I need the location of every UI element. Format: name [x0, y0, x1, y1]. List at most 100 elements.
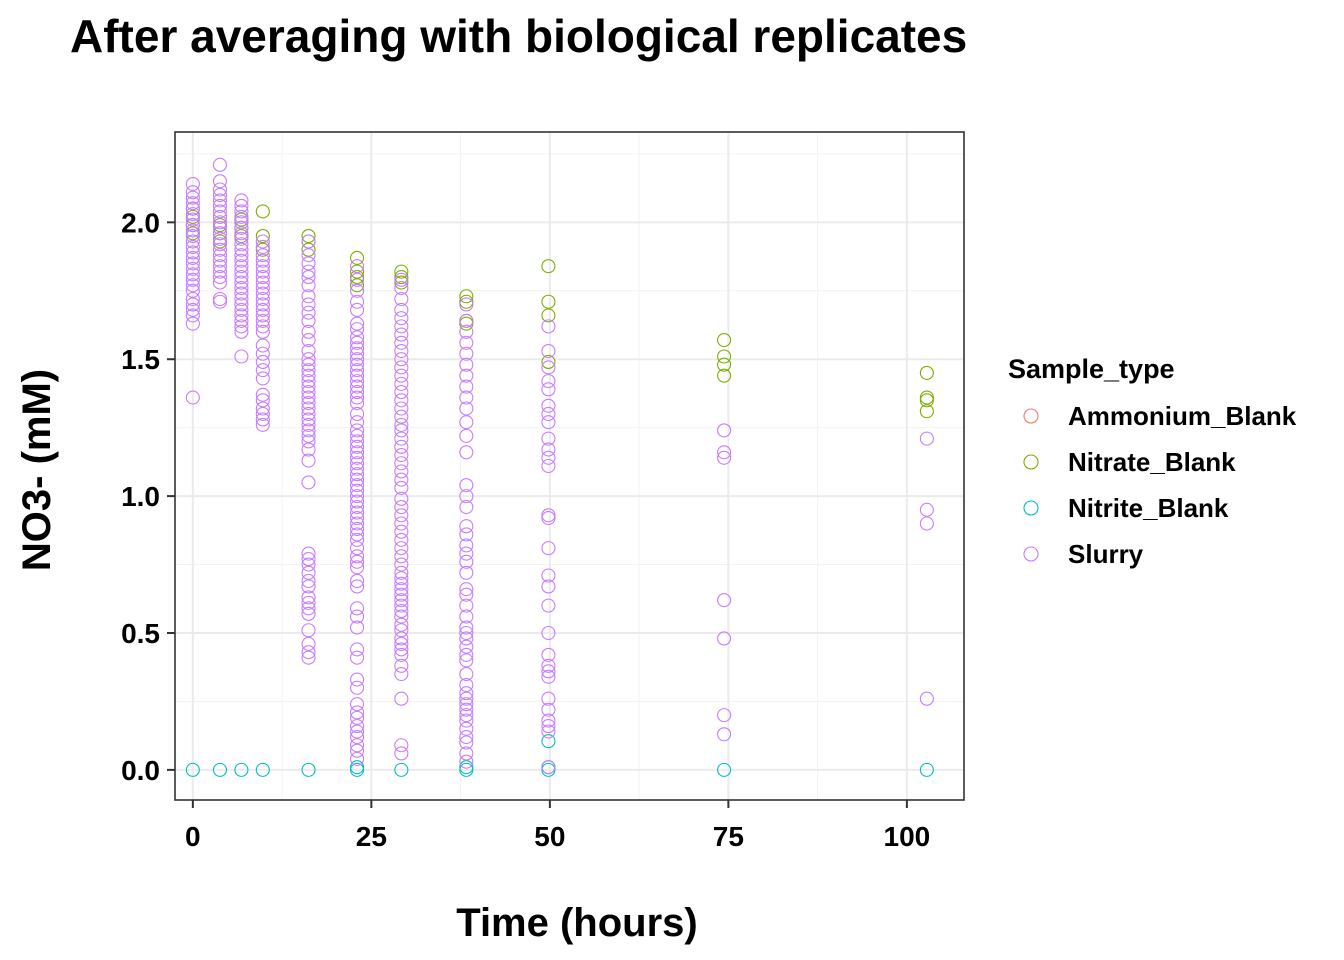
data-point: [301, 278, 316, 293]
data-point: [919, 691, 934, 706]
data-point: [541, 415, 556, 430]
data-point: [350, 672, 365, 687]
data-point: [394, 456, 409, 471]
data-point: [255, 239, 270, 255]
data-point: [350, 374, 365, 389]
data-point: [459, 527, 474, 542]
data-point: [255, 248, 270, 263]
data-point: [350, 423, 365, 438]
data-point: [212, 270, 228, 285]
data-point: [234, 193, 249, 208]
data-point: [234, 302, 249, 318]
data-point: [541, 382, 556, 397]
data-point: [394, 623, 409, 638]
data-point: [350, 510, 365, 526]
legend-label: Nitrite_Blank: [1068, 493, 1229, 523]
data-point: [255, 275, 270, 290]
data-point: [301, 401, 316, 416]
data-point: [394, 393, 409, 408]
data-point: [394, 576, 409, 591]
data-point: [459, 647, 474, 662]
data-point: [234, 259, 249, 274]
data-point: [301, 385, 316, 400]
data-point: [459, 316, 474, 331]
data-point: [212, 248, 228, 263]
data-point: [212, 157, 228, 172]
data-point: [541, 450, 556, 465]
data-point: [459, 390, 474, 405]
data-point: [350, 264, 365, 279]
data-point: [301, 234, 316, 249]
chart-title: After averaging with biological replicat…: [70, 10, 967, 62]
data-point: [234, 297, 249, 312]
data-point: [255, 346, 270, 361]
data-point: [717, 349, 732, 364]
data-point: [212, 264, 228, 279]
data-point: [185, 261, 200, 276]
data-point: [301, 368, 316, 383]
data-point: [301, 343, 316, 359]
data-point: [350, 729, 365, 745]
data-point: [212, 204, 228, 219]
data-points: [185, 157, 934, 777]
data-point: [234, 204, 249, 219]
legend-label: Nitrate_Blank: [1068, 447, 1236, 477]
data-point: [234, 253, 249, 268]
y-tick-label: 0.5: [121, 618, 160, 649]
data-point: [919, 390, 934, 405]
data-point: [185, 212, 200, 227]
y-tick-label: 0.0: [121, 755, 160, 786]
data-point: [919, 365, 934, 380]
data-point: [350, 719, 365, 734]
data-point: [301, 264, 316, 279]
data-point: [541, 294, 556, 309]
data-point: [541, 374, 556, 389]
y-tick-label: 1.0: [121, 481, 160, 512]
data-point: [350, 500, 365, 515]
data-point: [459, 653, 474, 668]
data-point: [394, 691, 409, 706]
data-point: [350, 680, 365, 695]
data-point: [919, 431, 934, 446]
data-point: [394, 264, 409, 279]
data-point: [459, 554, 474, 569]
data-point: [394, 464, 409, 479]
data-point: [459, 368, 474, 383]
data-point: [394, 280, 409, 296]
data-point: [541, 360, 556, 375]
data-point: [301, 546, 316, 561]
data-point: [212, 242, 228, 257]
data-point: [234, 212, 249, 227]
data-point: [350, 450, 365, 465]
data-point: [459, 708, 474, 723]
data-point: [234, 248, 249, 263]
data-point: [301, 573, 316, 589]
data-point: [394, 439, 409, 454]
data-point: [394, 360, 409, 375]
data-point: [234, 762, 249, 777]
data-point: [255, 387, 270, 402]
data-point: [301, 623, 316, 638]
x-tick-label: 0: [185, 821, 201, 852]
data-point: [350, 330, 365, 345]
data-point: [185, 190, 200, 205]
data-point: [459, 754, 474, 769]
data-point: [717, 593, 732, 608]
data-point: [234, 226, 249, 241]
data-point: [541, 406, 556, 422]
data-point: [350, 541, 365, 556]
data-point: [919, 404, 934, 419]
data-point: [459, 415, 474, 430]
data-point: [255, 412, 270, 427]
data-point: [350, 439, 365, 454]
data-point: [394, 491, 409, 506]
data-point: [459, 538, 474, 553]
data-point: [394, 642, 409, 657]
data-point: [301, 333, 316, 348]
data-point: [394, 352, 409, 367]
x-axis: 0 25 50 75 100: [185, 800, 930, 852]
data-point: [212, 174, 228, 189]
data-point: [394, 746, 409, 761]
data-point: [301, 352, 316, 367]
data-point: [185, 234, 200, 249]
